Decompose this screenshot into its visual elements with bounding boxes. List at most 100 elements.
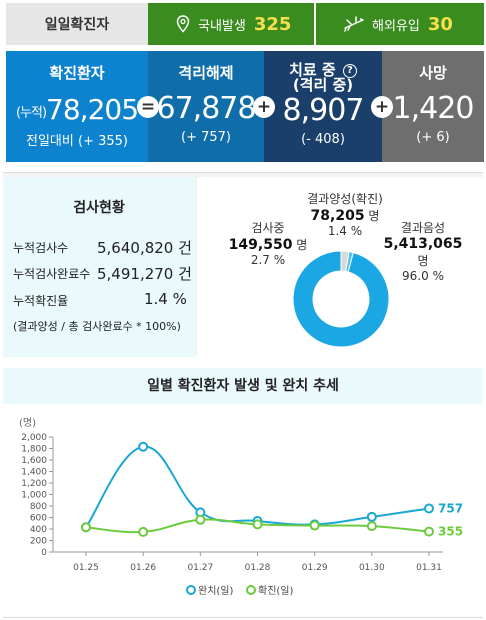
daily-cases-label: 일일확진자 [6, 3, 148, 45]
treating-title-line: 치료 중 ? (격리 중) [264, 63, 382, 93]
positive-unit: 명 [368, 209, 380, 223]
y-tick-label: 2,000 [21, 433, 47, 443]
treating-title2: (격리 중) [292, 76, 354, 94]
test-row-label: 누적검사수 [13, 241, 69, 255]
x-tick-label: 01.29 [302, 563, 328, 573]
x-tick-label: 01.31 [416, 563, 442, 573]
test-row-label: 누적검사완료수 [13, 267, 91, 281]
test-donut-chart [292, 250, 390, 348]
test-title: 검사현황 [73, 200, 125, 216]
daily-cases-bar: 일일확진자 국내발생 325 해외유입 30 [0, 0, 486, 46]
data-point-confirm [424, 526, 434, 537]
domestic-value: 325 [253, 13, 292, 35]
last-value-label-release: 757 [438, 501, 463, 515]
donut-slice-negative [292, 250, 390, 348]
y-tick-label: 600 [30, 514, 47, 524]
test-note: (결과양성 / 총 검사완료수 * 100%) [13, 320, 181, 333]
test-row: 누적검사수 5,640,820 건 [13, 239, 192, 257]
x-tick-label: 01.25 [73, 563, 99, 573]
data-point-confirm [138, 526, 149, 537]
location-pin-icon [176, 15, 190, 33]
confirmed-box: 확진환자 (누적)78,205 전일대비 (+ 355) [6, 51, 148, 162]
equals-icon: = [137, 96, 159, 118]
deaths-value: 1,420 [392, 91, 475, 126]
data-point-confirm [309, 520, 320, 531]
airplane-icon [344, 16, 364, 32]
legend-label-confirm: 확진(일) [258, 585, 294, 597]
confirmed-sub: 전일대비 (+ 355) [26, 134, 128, 149]
released-box: 격리해제 67,878 (+ 757) [148, 51, 264, 162]
treating-title: 치료 중 [289, 61, 336, 79]
data-point-confirm [252, 519, 263, 530]
donut-label-positive: 결과양성(확진) 78,205 명 1.4 % [305, 190, 385, 238]
testing-pct: 2.7 % [250, 253, 286, 267]
released-title: 격리해제 [178, 64, 234, 82]
confirmed-value-line: (누적)78,205 [6, 93, 148, 126]
released-sub: (+ 757) [181, 130, 231, 145]
test-row-value: 1.4 % [144, 290, 187, 308]
donut-label-testing: 검사중 149,550 명 2.7 % [223, 219, 313, 267]
test-summary: 검사현황 누적검사수 5,640,820 건 누적검사완료수 5,491,270 건… [3, 177, 195, 357]
data-point-release [424, 503, 434, 514]
treating-value: 8,907 [282, 93, 365, 128]
positive-pct: 1.4 % [327, 224, 363, 238]
domestic-label: 국내발생 [198, 18, 246, 34]
plus-icon: + [253, 96, 275, 118]
negative-value: 5,413,065 [383, 236, 463, 252]
y-tick-label: 1,800 [21, 445, 47, 455]
treating-sub: (- 408) [301, 132, 345, 147]
test-row-value: 5,640,820 건 [97, 239, 192, 257]
x-tick-label: 01.27 [187, 563, 213, 573]
test-row-label: 누적확진율 [13, 294, 69, 308]
y-tick-label: 400 [30, 525, 47, 535]
series-line-release [85, 445, 430, 528]
data-point-confirm [366, 521, 377, 532]
y-tick-label: 1,400 [21, 468, 47, 478]
y-tick-label: 200 [30, 537, 47, 547]
treating-box: 치료 중 ? (격리 중) 8,907 (- 408) [264, 51, 382, 162]
data-point-confirm [195, 514, 206, 525]
y-tick-label: 1,600 [21, 456, 47, 466]
legend-marker-release [186, 585, 196, 595]
confirmed-prefix: (누적) [15, 105, 47, 121]
negative-label: 결과음성 [400, 221, 446, 235]
y-tick-label: 0 [41, 548, 47, 558]
testing-value: 149,550 [228, 237, 293, 253]
y-tick-label: 800 [30, 502, 47, 512]
x-tick-label: 01.26 [130, 563, 156, 573]
testing-unit: 명 [296, 238, 308, 252]
deaths-title: 사망 [419, 64, 447, 82]
confirmed-title: 확진환자 [49, 64, 105, 82]
overseas-label: 해외유입 [372, 18, 420, 34]
data-point-release [366, 511, 377, 522]
x-tick-label: 01.30 [359, 563, 385, 573]
test-status-panel: 검사현황 누적검사수 5,640,820 건 누적검사완료수 5,491,270 건… [3, 172, 483, 357]
last-value-label-confirm: 355 [438, 525, 463, 539]
donut-slice-positive [345, 251, 354, 273]
data-point-confirm [81, 522, 91, 533]
y-tick-label: 1,000 [21, 491, 47, 501]
overseas-value: 30 [427, 13, 453, 35]
y-tick-label: 1,200 [21, 479, 47, 489]
test-donut-panel: 결과양성(확진) 78,205 명 1.4 % 검사중 149,550 명 2.… [197, 177, 483, 357]
x-tick-label: 01.28 [245, 563, 271, 573]
negative-unit: 명 [417, 254, 429, 268]
deaths-sub: (+ 6) [416, 130, 450, 145]
trend-chart-area: (명) 0 200 400 600 800 1,000 1,200 1,400 1,600 1,80… [3, 404, 483, 618]
deaths-box: 사망 1,420 (+ 6) [382, 51, 484, 162]
test-row: 누적검사완료수 5,491,270 건 [13, 265, 192, 283]
negative-pct: 96.0 % [402, 269, 444, 283]
positive-value: 78,205 [310, 208, 365, 224]
donut-label-negative: 결과음성 5,413,065 명 96.0 % [373, 219, 473, 283]
plus-icon: + [371, 96, 393, 118]
released-value: 67,878 [156, 91, 257, 126]
positive-label: 결과양성(확진) [307, 192, 383, 206]
test-row: 누적확진율 1.4 % [13, 290, 187, 309]
data-point-release [138, 441, 149, 452]
domestic-cases: 국내발생 325 [148, 3, 314, 45]
test-row-value: 5,491,270 건 [97, 265, 192, 283]
overseas-cases: 해외유입 30 [316, 3, 484, 45]
testing-label: 검사중 [251, 221, 285, 235]
y-axis-unit-label: (명) [19, 417, 36, 429]
